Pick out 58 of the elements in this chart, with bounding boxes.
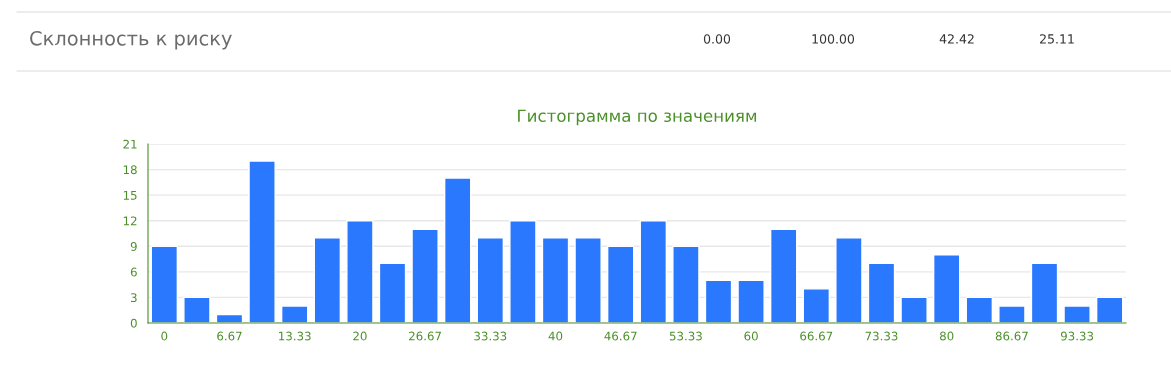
x-tick-label: 53.33 (669, 331, 702, 341)
bar (411, 228, 439, 323)
x-tick-label: 13.33 (279, 331, 311, 341)
y-tick-label: 6 (130, 267, 137, 277)
chart-title: Гистограмма по значениям (518, 109, 757, 126)
bar (476, 237, 505, 323)
x-tick-label: 40 (548, 331, 563, 341)
bar (769, 228, 798, 323)
text: Склонность к риску (30, 30, 232, 50)
bar (1095, 296, 1124, 323)
bar (280, 305, 309, 323)
y-tick-label: 3 (130, 293, 137, 303)
bar (998, 305, 1026, 323)
x-tick-label: 20 (353, 331, 367, 341)
x-tick-label: 66.67 (800, 331, 833, 341)
bar (835, 237, 863, 323)
bar (443, 177, 472, 323)
x-tick-label: 80 (939, 331, 954, 341)
x-tick-label: 6.67 (217, 331, 242, 341)
y-tick-label: 0 (130, 318, 137, 328)
bar (574, 237, 602, 323)
bar (606, 245, 635, 323)
bar (248, 160, 276, 323)
bar (737, 279, 765, 323)
bar (378, 262, 407, 323)
x-tick-label: 93.33 (1060, 331, 1094, 341)
x-tick-label: 73.33 (865, 331, 898, 341)
bar (932, 254, 961, 323)
text: 100.00 (812, 34, 855, 44)
bar (1063, 305, 1091, 323)
bar (183, 296, 211, 323)
text: 42.42 (939, 34, 974, 44)
bar (150, 245, 179, 323)
x-tick-label: 86.67 (995, 331, 1028, 341)
x-tick-label: 46.67 (604, 331, 637, 341)
bar (346, 220, 374, 323)
bar (509, 220, 537, 323)
bar (900, 296, 928, 323)
bar (541, 237, 570, 323)
bar (313, 237, 342, 323)
bar (965, 296, 994, 323)
x-tick-label: 0 (161, 331, 168, 341)
bar (1030, 262, 1059, 323)
y-tick-label: 21 (123, 139, 137, 149)
y-tick-label: 12 (123, 216, 137, 226)
bar (704, 279, 733, 323)
y-tick-label: 18 (123, 165, 137, 175)
bar (802, 288, 831, 323)
bar (867, 262, 896, 323)
y-tick-label: 9 (130, 242, 137, 251)
x-tick-label: 26.67 (409, 331, 441, 341)
text: 0.00 (703, 34, 731, 44)
bar (639, 220, 668, 323)
x-tick-label: 33.33 (474, 331, 507, 341)
bar (672, 245, 700, 323)
x-tick-label: 60 (744, 331, 758, 341)
text: 25.11 (1040, 34, 1074, 44)
y-tick-label: 15 (123, 191, 137, 200)
